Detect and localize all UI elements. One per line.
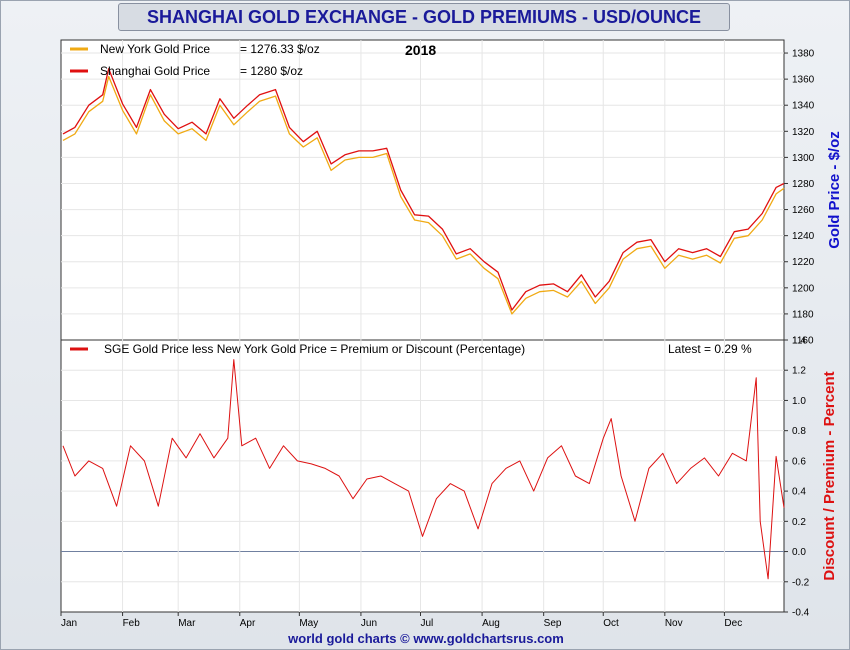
legend-sge-value: = 1280 $/oz — [240, 64, 303, 78]
latest-premium-label: Latest = 0.29 % — [668, 342, 752, 356]
legend-sge-name: Shanghai Gold Price — [100, 64, 210, 78]
series-line-sge — [62, 68, 785, 311]
y-tick-label-premium: 0.4 — [792, 487, 806, 498]
chart-title: SHANGHAI GOLD EXCHANGE - GOLD PREMIUMS -… — [146, 7, 702, 27]
y-tick-label-premium: 1.2 — [792, 366, 806, 377]
x-tick-label: Nov — [665, 618, 683, 629]
legend-ny-name: New York Gold Price — [100, 42, 210, 56]
y-tick-label-premium: 0.8 — [792, 426, 806, 437]
title-banner: SHANGHAI GOLD EXCHANGE - GOLD PREMIUMS -… — [118, 3, 730, 31]
x-tick-label: Jul — [421, 618, 434, 629]
y-tick-label-price: 1240 — [792, 231, 815, 242]
series-line-ny — [62, 75, 785, 315]
y-axis-title-premium: Discount / Premium - Percent — [821, 371, 838, 580]
y-tick-label-premium: -0.4 — [792, 608, 810, 619]
year-label: 2018 — [405, 42, 436, 58]
x-tick-label: Apr — [240, 618, 256, 629]
y-tick-label-price: 1260 — [792, 205, 815, 216]
y-tick-label-premium: 0.0 — [792, 547, 806, 558]
y-tick-label-price: 1160 — [792, 336, 814, 347]
y-tick-label-premium: -0.2 — [792, 577, 810, 588]
y-tick-label-price: 1280 — [792, 179, 815, 190]
y-tick-label-premium: 1.0 — [792, 396, 806, 407]
x-tick-label: Aug — [482, 618, 500, 629]
price-series — [62, 68, 785, 315]
y-axis-title-price: Gold Price - $/oz — [826, 131, 843, 249]
y-tick-label-price: 1200 — [792, 283, 815, 294]
y-tick-label-premium: 0.2 — [792, 517, 806, 528]
x-tick-label: Oct — [603, 618, 619, 629]
x-tick-label: Sep — [544, 618, 562, 629]
y-tick-label-price: 1340 — [792, 101, 815, 112]
y-tick-label-price: 1180 — [792, 309, 814, 320]
y-tick-label-price: 1220 — [792, 257, 815, 268]
footer-credit: world gold charts © www.goldchartsrus.co… — [288, 631, 564, 646]
grid — [61, 40, 784, 612]
plot-area — [60, 39, 785, 613]
premium-series — [62, 359, 785, 580]
x-tick-label: Jun — [361, 618, 377, 629]
legend-premium-name: SGE Gold Price less New York Gold Price … — [104, 342, 525, 356]
x-tick-label: May — [299, 618, 318, 629]
legend-ny-value: = 1276.33 $/oz — [240, 42, 320, 56]
x-tick-label: Feb — [123, 618, 141, 629]
x-tick-label: Dec — [724, 618, 742, 629]
y-tick-label-price: 1360 — [792, 75, 815, 86]
y-tick-label-premium: 0.6 — [792, 456, 806, 467]
y-tick-label-price: 1380 — [792, 49, 815, 60]
x-ticks: Jan Feb Mar Apr May Jun Jul Aug Sep Oct Nov Dec — [60, 612, 742, 629]
x-tick-label: Mar — [178, 618, 196, 629]
y-tick-label-price: 1300 — [792, 153, 815, 164]
y-ticks: 1160 1180 1200 1220 1240 1260 1280 1300 1320 1340… — [784, 49, 815, 619]
y-tick-label-price: 1320 — [792, 127, 815, 138]
x-tick-label: Jan — [61, 618, 77, 629]
y-tick-label-premium: 1.4 — [792, 336, 806, 347]
series-line-premium — [62, 359, 785, 580]
